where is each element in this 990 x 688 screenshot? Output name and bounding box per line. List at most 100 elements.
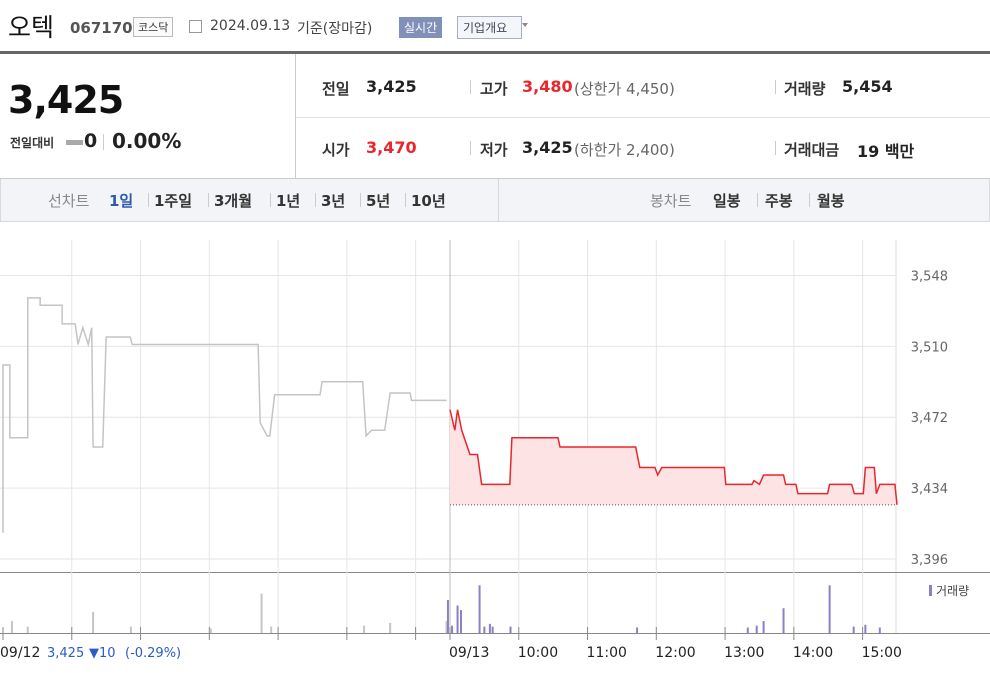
date: 2024.09.13 <box>210 18 291 34</box>
volume-bar <box>746 627 749 633</box>
legend-label: 거래량 <box>936 584 969 598</box>
y-tick-label: 3,472 <box>911 411 948 426</box>
area <box>450 409 897 505</box>
dropdown-arrow <box>522 23 528 27</box>
volume-bar <box>389 622 392 633</box>
change: 0 <box>84 130 98 152</box>
period-tab[interactable]: 3개월 <box>214 192 253 210</box>
tab-bar <box>0 179 990 222</box>
period-tab[interactable]: 1년 <box>276 192 301 210</box>
period-tab[interactable]: 5년 <box>366 192 391 210</box>
y-tick-label: 3,548 <box>911 269 948 284</box>
current-price: 3,425 <box>8 78 124 122</box>
row-rule <box>296 117 990 118</box>
volume-bar <box>446 600 449 633</box>
calendar-icon <box>189 20 202 33</box>
item-limit: (하한가 2,400) <box>574 141 675 159</box>
separator <box>775 141 776 155</box>
item-limit: (상한가 4,450) <box>574 80 675 98</box>
x-tick-label: 10:00 <box>518 645 558 661</box>
stock-name: 오텍 <box>8 13 55 42</box>
period-tab[interactable]: 10년 <box>411 192 446 210</box>
item-label: 시가 <box>322 141 350 159</box>
period-tab[interactable]: 1일 <box>109 192 134 210</box>
volume-bar <box>509 626 512 633</box>
volume-bar <box>260 593 263 633</box>
day-change: ▼10 <box>89 646 116 661</box>
item-value: 19 백만 <box>857 142 915 161</box>
tab-label: 선차트 <box>48 192 90 210</box>
item-value: 3,425 <box>366 77 417 96</box>
candle-tab[interactable]: 일봉 <box>713 192 741 210</box>
x-tick-label: 12:00 <box>655 645 695 661</box>
separator <box>775 80 776 94</box>
x-tick-label: 15:00 <box>862 645 902 661</box>
volume-bar <box>129 626 132 633</box>
period-tab[interactable]: 1주일 <box>154 192 193 210</box>
price-panel <box>0 54 296 179</box>
volume-bar <box>852 626 855 633</box>
volume-bar <box>488 623 491 633</box>
x-tick-label: 11:00 <box>587 645 627 661</box>
separator <box>405 193 406 207</box>
tab-label: 봉차트 <box>650 192 692 210</box>
item-value: 3,480 <box>522 77 573 96</box>
row-rule <box>296 178 990 179</box>
volume-bar <box>363 625 366 633</box>
y-tick-label: 3,396 <box>911 553 948 568</box>
volume-bar <box>478 585 481 633</box>
item-label: 전일 <box>322 80 350 98</box>
header-rule <box>0 51 990 54</box>
item-value: 3,425 <box>522 138 573 157</box>
y-tick-label: 3,434 <box>911 482 948 497</box>
date-basis: 기준(장마감) <box>297 21 373 37</box>
separator <box>470 141 471 155</box>
volume-bar <box>92 611 95 633</box>
volume-bar <box>10 621 13 633</box>
company-info-button[interactable]: 기업개요 <box>457 16 523 39</box>
x-tick-label: 09/12 <box>0 645 40 661</box>
tab-divider <box>498 179 499 222</box>
candle-tab[interactable]: 주봉 <box>765 192 793 210</box>
x-tick-label: 09/13 <box>449 645 489 661</box>
separator <box>809 193 810 207</box>
market-badge: 코스닥 <box>133 17 174 37</box>
separator <box>148 193 149 207</box>
item-label: 저가 <box>480 141 508 159</box>
day-change-pct: (-0.29%) <box>125 646 181 661</box>
stock-code: 067170 <box>70 19 133 37</box>
candle-tab[interactable]: 월봉 <box>817 192 845 210</box>
volume-bar <box>755 625 758 633</box>
item-label: 거래량 <box>784 80 826 98</box>
realtime-button[interactable]: 실시간 <box>399 17 443 38</box>
volume-bar <box>445 621 448 633</box>
period-tab[interactable]: 3년 <box>321 192 346 210</box>
item-value: 5,454 <box>842 77 893 96</box>
x-tick-label: 13:00 <box>724 645 764 661</box>
volume-bar <box>878 627 881 633</box>
separator <box>360 193 361 207</box>
volume-bar <box>483 626 486 633</box>
change-pct: 0.00% <box>112 129 182 153</box>
volume-bar <box>209 628 212 633</box>
volume-bar <box>270 626 273 633</box>
x-tick-label: 14:00 <box>793 645 833 661</box>
item-label: 거래대금 <box>784 141 840 159</box>
volume-bar <box>460 610 463 633</box>
volume-bar <box>456 605 459 633</box>
unchanged-icon <box>66 140 83 145</box>
price-line <box>449 409 898 505</box>
separator <box>208 193 209 207</box>
separator <box>103 134 104 150</box>
separator <box>315 193 316 207</box>
price-line <box>2 297 447 533</box>
item-label: 고가 <box>480 80 508 98</box>
item-value: 3,470 <box>366 138 417 157</box>
volume-bar <box>26 626 29 633</box>
volume-bar <box>828 585 831 633</box>
change-label: 전일대비 <box>10 136 55 150</box>
y-tick-label: 3,510 <box>911 340 948 355</box>
separator <box>470 80 471 94</box>
